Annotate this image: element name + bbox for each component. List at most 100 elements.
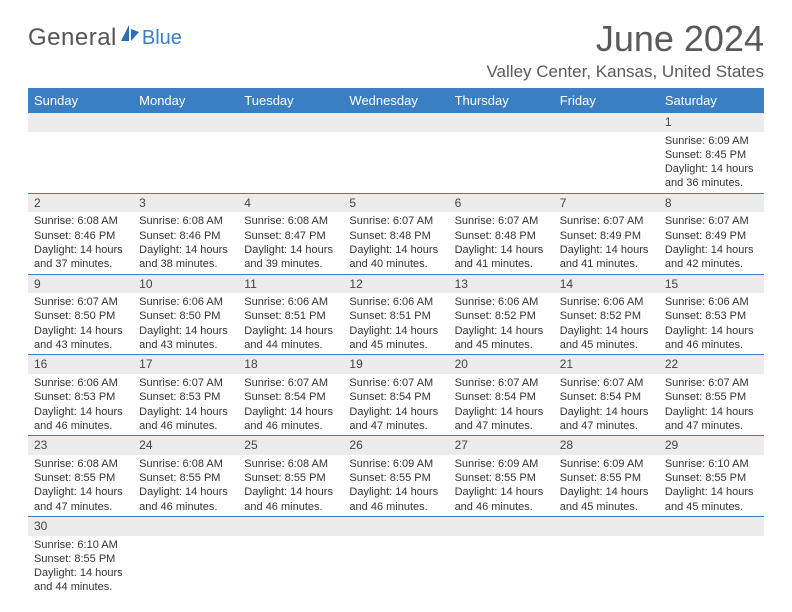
sunset-text: Sunset: 8:55 PM [560,471,653,485]
day-cell: 2Sunrise: 6:08 AMSunset: 8:46 PMDaylight… [28,193,133,274]
day-number: 1 [659,113,764,132]
daylight-text: Daylight: 14 hours and 46 minutes. [455,485,548,514]
day-body [133,132,238,136]
dayname-wednesday: Wednesday [343,88,448,113]
day-number: 21 [554,355,659,374]
sunset-text: Sunset: 8:55 PM [349,471,442,485]
daylight-text: Daylight: 14 hours and 37 minutes. [34,243,127,272]
day-number: 19 [343,355,448,374]
calendar-head: Sunday Monday Tuesday Wednesday Thursday… [28,88,764,113]
sunset-text: Sunset: 8:49 PM [560,229,653,243]
day-number [659,517,764,536]
day-cell: 8Sunrise: 6:07 AMSunset: 8:49 PMDaylight… [659,193,764,274]
day-body: Sunrise: 6:07 AMSunset: 8:54 PMDaylight:… [449,374,554,435]
day-cell: 9Sunrise: 6:07 AMSunset: 8:50 PMDaylight… [28,274,133,355]
day-body: Sunrise: 6:07 AMSunset: 8:48 PMDaylight:… [343,212,448,273]
sunrise-text: Sunrise: 6:08 AM [34,457,127,471]
daylight-text: Daylight: 14 hours and 46 minutes. [139,405,232,434]
day-number: 9 [28,275,133,294]
sunrise-text: Sunrise: 6:08 AM [139,457,232,471]
daylight-text: Daylight: 14 hours and 40 minutes. [349,243,442,272]
day-cell: 26Sunrise: 6:09 AMSunset: 8:55 PMDayligh… [343,436,448,517]
sunrise-text: Sunrise: 6:06 AM [139,295,232,309]
sunset-text: Sunset: 8:52 PM [455,309,548,323]
week-row: 16Sunrise: 6:06 AMSunset: 8:53 PMDayligh… [28,355,764,436]
day-cell: 1Sunrise: 6:09 AMSunset: 8:45 PMDaylight… [659,113,764,193]
day-number: 22 [659,355,764,374]
day-cell: 3Sunrise: 6:08 AMSunset: 8:46 PMDaylight… [133,193,238,274]
sunset-text: Sunset: 8:53 PM [665,309,758,323]
day-number: 7 [554,194,659,213]
week-row: 23Sunrise: 6:08 AMSunset: 8:55 PMDayligh… [28,436,764,517]
sunset-text: Sunset: 8:48 PM [455,229,548,243]
day-number [133,517,238,536]
day-number [238,517,343,536]
day-cell: 20Sunrise: 6:07 AMSunset: 8:54 PMDayligh… [449,355,554,436]
daylight-text: Daylight: 14 hours and 45 minutes. [665,485,758,514]
day-number: 24 [133,436,238,455]
sunset-text: Sunset: 8:55 PM [139,471,232,485]
day-number [343,113,448,132]
day-body [659,536,764,540]
daylight-text: Daylight: 14 hours and 45 minutes. [455,324,548,353]
sunset-text: Sunset: 8:51 PM [349,309,442,323]
day-body: Sunrise: 6:07 AMSunset: 8:54 PMDaylight:… [238,374,343,435]
sunset-text: Sunset: 8:53 PM [34,390,127,404]
day-body: Sunrise: 6:06 AMSunset: 8:52 PMDaylight:… [449,293,554,354]
day-cell [133,516,238,596]
day-cell: 19Sunrise: 6:07 AMSunset: 8:54 PMDayligh… [343,355,448,436]
day-number: 12 [343,275,448,294]
brand-main-text: General [28,24,117,52]
day-cell: 16Sunrise: 6:06 AMSunset: 8:53 PMDayligh… [28,355,133,436]
day-cell: 18Sunrise: 6:07 AMSunset: 8:54 PMDayligh… [238,355,343,436]
day-number: 20 [449,355,554,374]
sunrise-text: Sunrise: 6:07 AM [139,376,232,390]
location-text: Valley Center, Kansas, United States [486,62,764,82]
dayname-tuesday: Tuesday [238,88,343,113]
sunset-text: Sunset: 8:49 PM [665,229,758,243]
day-number [133,113,238,132]
sunrise-text: Sunrise: 6:07 AM [665,214,758,228]
daylight-text: Daylight: 14 hours and 45 minutes. [560,485,653,514]
day-number: 18 [238,355,343,374]
sunrise-text: Sunrise: 6:06 AM [665,295,758,309]
title-block: June 2024 Valley Center, Kansas, United … [486,18,764,82]
day-cell [449,113,554,193]
day-body [554,536,659,540]
sunrise-text: Sunrise: 6:07 AM [560,214,653,228]
day-cell: 12Sunrise: 6:06 AMSunset: 8:51 PMDayligh… [343,274,448,355]
day-cell: 7Sunrise: 6:07 AMSunset: 8:49 PMDaylight… [554,193,659,274]
daylight-text: Daylight: 14 hours and 46 minutes. [244,485,337,514]
daylight-text: Daylight: 14 hours and 41 minutes. [455,243,548,272]
daylight-text: Daylight: 14 hours and 46 minutes. [244,405,337,434]
day-number: 4 [238,194,343,213]
day-number [554,113,659,132]
brand-sail-icon [119,23,141,48]
sunrise-text: Sunrise: 6:06 AM [34,376,127,390]
sunrise-text: Sunrise: 6:06 AM [560,295,653,309]
sunrise-text: Sunrise: 6:08 AM [244,214,337,228]
dayname-friday: Friday [554,88,659,113]
daylight-text: Daylight: 14 hours and 47 minutes. [560,405,653,434]
week-row: 2Sunrise: 6:08 AMSunset: 8:46 PMDaylight… [28,193,764,274]
day-number: 30 [28,517,133,536]
day-body: Sunrise: 6:06 AMSunset: 8:53 PMDaylight:… [28,374,133,435]
day-number: 16 [28,355,133,374]
sunset-text: Sunset: 8:54 PM [455,390,548,404]
day-body: Sunrise: 6:06 AMSunset: 8:51 PMDaylight:… [238,293,343,354]
day-cell [659,516,764,596]
daylight-text: Daylight: 14 hours and 47 minutes. [349,405,442,434]
sunset-text: Sunset: 8:54 PM [560,390,653,404]
daylight-text: Daylight: 14 hours and 42 minutes. [665,243,758,272]
day-body [238,132,343,136]
day-body: Sunrise: 6:06 AMSunset: 8:52 PMDaylight:… [554,293,659,354]
daylight-text: Daylight: 14 hours and 41 minutes. [560,243,653,272]
day-cell: 22Sunrise: 6:07 AMSunset: 8:55 PMDayligh… [659,355,764,436]
day-number: 25 [238,436,343,455]
day-cell: 11Sunrise: 6:06 AMSunset: 8:51 PMDayligh… [238,274,343,355]
day-number: 26 [343,436,448,455]
dayname-thursday: Thursday [449,88,554,113]
day-cell: 17Sunrise: 6:07 AMSunset: 8:53 PMDayligh… [133,355,238,436]
day-body: Sunrise: 6:07 AMSunset: 8:53 PMDaylight:… [133,374,238,435]
sunrise-text: Sunrise: 6:07 AM [560,376,653,390]
